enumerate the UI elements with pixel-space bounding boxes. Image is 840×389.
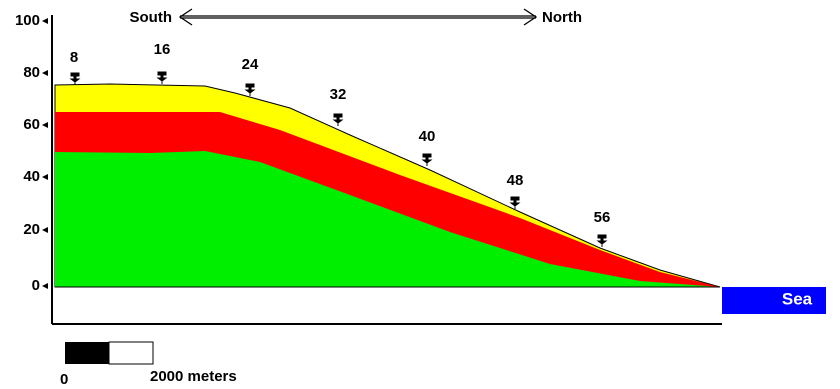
well-label: 56: [594, 209, 611, 226]
well-label: 16: [154, 41, 171, 58]
tick-label: 100: [15, 12, 40, 29]
tick-marker: [42, 70, 48, 76]
tick-label: 60: [23, 116, 40, 133]
tick-marker: [42, 227, 48, 233]
well-marker: [158, 72, 166, 84]
well-label: 24: [242, 56, 259, 73]
y-ticks: 100 80 60 40 20 0: [15, 12, 48, 294]
well-marker: [511, 197, 519, 209]
north-label: North: [542, 9, 582, 26]
scale-bar-white: [109, 342, 153, 364]
well-marker: [71, 73, 79, 85]
well-label: 32: [330, 86, 347, 103]
scale-bar-black: [65, 342, 109, 364]
cross-section: 100 80 60 40 20 0 South North 8 16 24 32…: [0, 0, 840, 389]
well-label: 48: [507, 172, 524, 189]
well-label: 40: [419, 128, 436, 145]
tick-label: 80: [23, 64, 40, 81]
well-label: 8: [70, 49, 78, 66]
scale-start: 0: [60, 371, 68, 388]
tick-marker: [42, 174, 48, 180]
well-marker: [334, 114, 342, 126]
page: 100 80 60 40 20 0 South North 8 16 24 32…: [0, 0, 840, 389]
well-marker: [423, 154, 431, 166]
tick-label: 40: [23, 168, 40, 185]
tick-label: 0: [32, 277, 40, 294]
sea-label: Sea: [782, 289, 813, 308]
tick-marker: [42, 18, 48, 24]
tick-label: 20: [23, 221, 40, 238]
south-label: South: [130, 9, 173, 26]
tick-marker: [42, 283, 48, 289]
tick-marker: [42, 122, 48, 128]
double-arrow: [180, 9, 536, 25]
well-marker: [246, 84, 254, 96]
well-marker: [598, 235, 606, 247]
scale-end: 2000 meters: [150, 368, 237, 385]
